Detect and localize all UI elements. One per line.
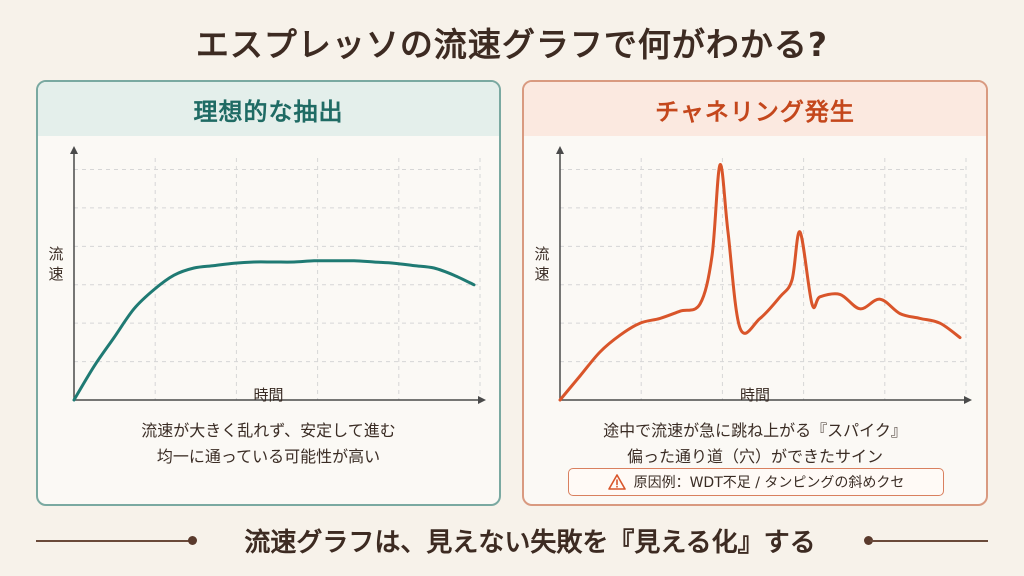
footer: 流速グラフは、見えない失敗を『見える化』する xyxy=(0,520,1024,560)
page-title: エスプレッソの流速グラフで何がわかる? xyxy=(195,25,829,64)
ideal-x-axis-label: 時間 xyxy=(253,386,284,404)
channeling-flow-line xyxy=(558,163,962,402)
channeling-x-axis-label: 時間 xyxy=(739,386,770,404)
cause-text: 原因例：WDT不足 / タンピングの斜めクセ xyxy=(633,475,905,491)
y-axis-arrow xyxy=(70,146,78,154)
channeling-desc-line1: 途中で流速が急に跳ね上がる『スパイク』 xyxy=(603,421,907,440)
footer-dot-right xyxy=(864,536,873,545)
channeling-flow-chart xyxy=(556,146,972,404)
footer-rule-left xyxy=(36,540,190,542)
ideal-panel-heading: 理想的な抽出 xyxy=(38,82,499,136)
chart-grid xyxy=(560,158,967,400)
ideal-extraction-panel: 理想的な抽出 流速 時間 流速が大きく乱れず、安定して進む 均一に通っている可能… xyxy=(36,80,501,506)
footer-message: 流速グラフは、見えない失敗を『見える化』する xyxy=(244,528,816,558)
footer-rule-right xyxy=(870,540,988,542)
ideal-desc-line2: 均一に通っている可能性が高い xyxy=(156,447,381,466)
ideal-desc-line1: 流速が大きく乱れず、安定して進む xyxy=(141,421,396,440)
channeling-desc-line2: 偏った通り道（穴）ができたサイン xyxy=(626,447,883,466)
ideal-description: 流速が大きく乱れず、安定して進む 均一に通っている可能性が高い xyxy=(38,418,499,470)
x-axis-arrow xyxy=(478,396,486,404)
channeling-panel-heading: チャネリング発生 xyxy=(524,82,986,136)
footer-dot-left xyxy=(188,536,197,545)
channeling-description: 途中で流速が急に跳ね上がる『スパイク』 偏った通り道（穴）ができたサイン xyxy=(524,418,986,470)
cause-box: 原因例：WDT不足 / タンピングの斜めクセ xyxy=(568,468,944,496)
ideal-flow-chart xyxy=(70,146,486,404)
ideal-y-axis-label: 流速 xyxy=(48,245,64,283)
warning-icon xyxy=(607,474,626,490)
ideal-flow-line xyxy=(72,259,476,402)
channeling-panel: チャネリング発生 流速 時間 途中で流速が急に跳ね上がる『スパイク』 偏った通り… xyxy=(522,80,988,506)
x-axis-arrow xyxy=(964,396,972,404)
chart-grid xyxy=(74,158,481,400)
y-axis-arrow xyxy=(556,146,564,154)
channeling-y-axis-label: 流速 xyxy=(534,245,550,283)
